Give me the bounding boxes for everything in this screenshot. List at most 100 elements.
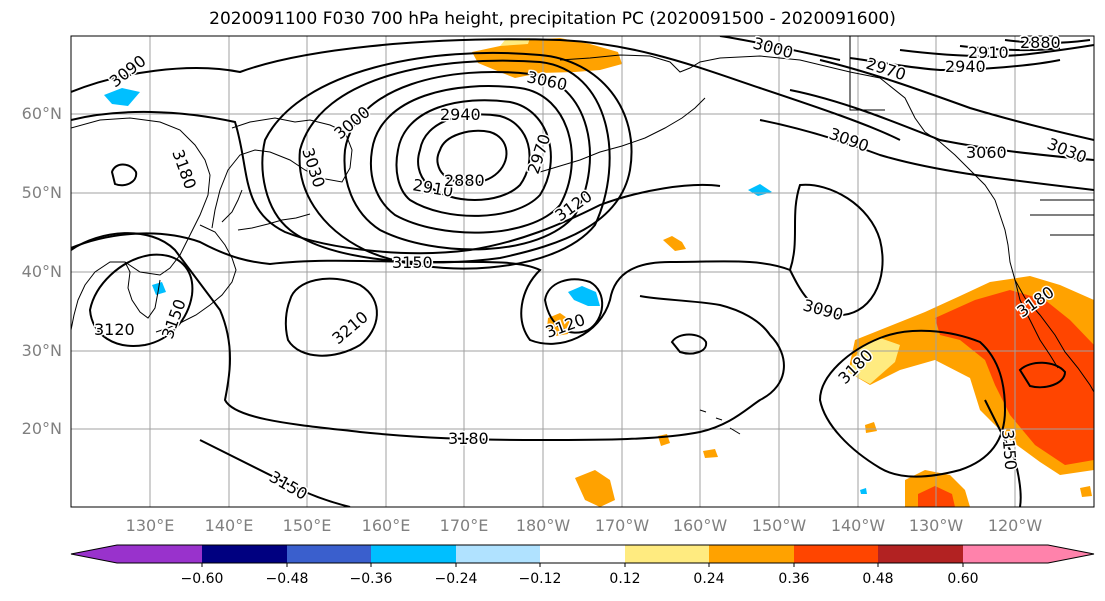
colorbar-segments bbox=[71, 545, 1094, 563]
contour-3030-east bbox=[819, 59, 1094, 141]
coast-japan-north bbox=[221, 189, 243, 223]
precip-patch-dot2 bbox=[703, 449, 718, 458]
colorbar-segment bbox=[287, 545, 372, 563]
lon-label-130e: 130°E bbox=[125, 516, 175, 535]
colorbar-outline bbox=[70, 544, 1095, 564]
contour-3180-east bbox=[818, 329, 1007, 478]
coast-kuril-chain bbox=[237, 213, 311, 231]
contour-2880-east bbox=[1004, 39, 1091, 44]
contour-3060-east bbox=[789, 89, 1094, 161]
lon-label-130w: 130°W bbox=[908, 516, 964, 535]
colorbar-extend-max bbox=[1048, 545, 1094, 563]
contour-2880 bbox=[436, 130, 508, 185]
contour-label: 2940 bbox=[945, 57, 986, 76]
coast-korea bbox=[124, 261, 161, 319]
lat-label-60n: 60°N bbox=[21, 104, 62, 123]
lon-label-140e: 140°E bbox=[204, 516, 254, 535]
contour-3120-japan bbox=[88, 253, 194, 347]
contour-3210 bbox=[284, 277, 378, 357]
height-contours bbox=[71, 36, 1094, 507]
neg-patch-central bbox=[568, 286, 600, 306]
contour-label: 2910 bbox=[968, 43, 1009, 62]
colorbar-label: 0.60 bbox=[947, 571, 979, 587]
colorbar-label: 0.36 bbox=[778, 571, 810, 587]
coast-north-america bbox=[994, 199, 1094, 393]
contour-label: 2880 bbox=[444, 171, 485, 190]
colorbar-segment bbox=[878, 545, 964, 563]
colorbar-segment bbox=[117, 545, 203, 563]
colorbar-extend-min bbox=[71, 545, 117, 563]
contour-3180-small bbox=[670, 333, 708, 355]
contour-3120-central bbox=[543, 278, 604, 334]
coast-asia-mainland bbox=[71, 117, 211, 331]
lon-label-160e: 160°E bbox=[361, 516, 411, 535]
contour-label: 3150 bbox=[998, 429, 1020, 471]
colorbar-segment bbox=[709, 545, 795, 563]
precip-patch-dot3 bbox=[865, 422, 877, 433]
neg-patch-tiny bbox=[860, 488, 867, 494]
colorbar-label: −0.48 bbox=[265, 571, 309, 587]
contour-3120-ring bbox=[71, 110, 721, 255]
colorbar-segment bbox=[456, 545, 541, 563]
colorbar-segment bbox=[540, 545, 626, 563]
contour-2970 bbox=[369, 85, 573, 234]
lat-label-30n: 30°N bbox=[21, 341, 62, 360]
lon-label-150e: 150°E bbox=[282, 516, 332, 535]
contour-3150-east bbox=[984, 399, 1022, 507]
contour-2910 bbox=[417, 113, 531, 201]
colorbar-label: 0.12 bbox=[609, 571, 641, 587]
lon-label-160w: 160°W bbox=[672, 516, 728, 535]
neg-patch-kamchatka bbox=[104, 88, 140, 106]
lon-label-150w: 150°W bbox=[751, 516, 807, 535]
contour-3000 bbox=[343, 71, 591, 251]
contour-3090-north bbox=[71, 38, 901, 141]
figure-title: 2020091100 F030 700 hPa height, precipit… bbox=[209, 9, 896, 29]
colorbar-label: −0.24 bbox=[434, 571, 478, 587]
contour-3030 bbox=[298, 59, 611, 270]
lat-label-50n: 50°N bbox=[21, 183, 62, 202]
contour-3150-south bbox=[199, 439, 351, 507]
coast-kamchatka bbox=[211, 117, 353, 229]
precip-patch-south bbox=[575, 470, 615, 507]
contour-label: 3060 bbox=[966, 143, 1007, 162]
contour-label: 3150 bbox=[392, 253, 433, 272]
contour-3180 bbox=[71, 232, 785, 442]
lat-label-20n: 20°N bbox=[21, 419, 62, 438]
precip-patch-mexico-fringe bbox=[848, 338, 900, 384]
coast-alaska bbox=[559, 54, 996, 201]
precip-patch-dot4 bbox=[1080, 486, 1092, 497]
colorbar-label: 0.48 bbox=[862, 571, 894, 587]
coastlines bbox=[71, 36, 1094, 435]
map-gridlines bbox=[71, 36, 1094, 507]
colorbar-segment bbox=[371, 545, 457, 563]
contour-2910-east bbox=[959, 45, 1061, 52]
colorbar-segment bbox=[794, 545, 879, 563]
colorbar-label: −0.36 bbox=[349, 571, 393, 587]
coast-hawaii bbox=[699, 409, 741, 435]
colorbar-segment bbox=[625, 545, 710, 563]
colorbar-segment bbox=[963, 545, 1049, 563]
lon-label-170w: 170°W bbox=[594, 516, 650, 535]
colorbar-label: −0.12 bbox=[518, 571, 562, 587]
contour-3180-west bbox=[110, 163, 138, 187]
colorbar-label: 0.24 bbox=[693, 571, 725, 587]
lon-label-120w: 120°W bbox=[987, 516, 1043, 535]
precip-patch-small bbox=[663, 236, 686, 251]
contour-label: 3180 bbox=[448, 429, 489, 448]
colorbar bbox=[70, 544, 1095, 567]
contour-label: 2880 bbox=[1020, 33, 1061, 52]
contour-3060 bbox=[261, 51, 633, 264]
lon-label-140w: 140°W bbox=[830, 516, 886, 535]
contour-3150 bbox=[71, 183, 884, 345]
lat-label-40n: 40°N bbox=[21, 262, 62, 281]
lon-label-180w: 180°W bbox=[515, 516, 571, 535]
colorbar-label: −0.60 bbox=[180, 571, 224, 587]
lon-label-170e: 170°E bbox=[439, 516, 489, 535]
coast-baja bbox=[1014, 279, 1059, 369]
contour-3000-east bbox=[719, 36, 841, 61]
contour-label: 2940 bbox=[440, 105, 481, 124]
contour-label: 3120 bbox=[94, 320, 135, 339]
contour-2940 bbox=[395, 99, 552, 217]
map-frame bbox=[70, 35, 1095, 508]
